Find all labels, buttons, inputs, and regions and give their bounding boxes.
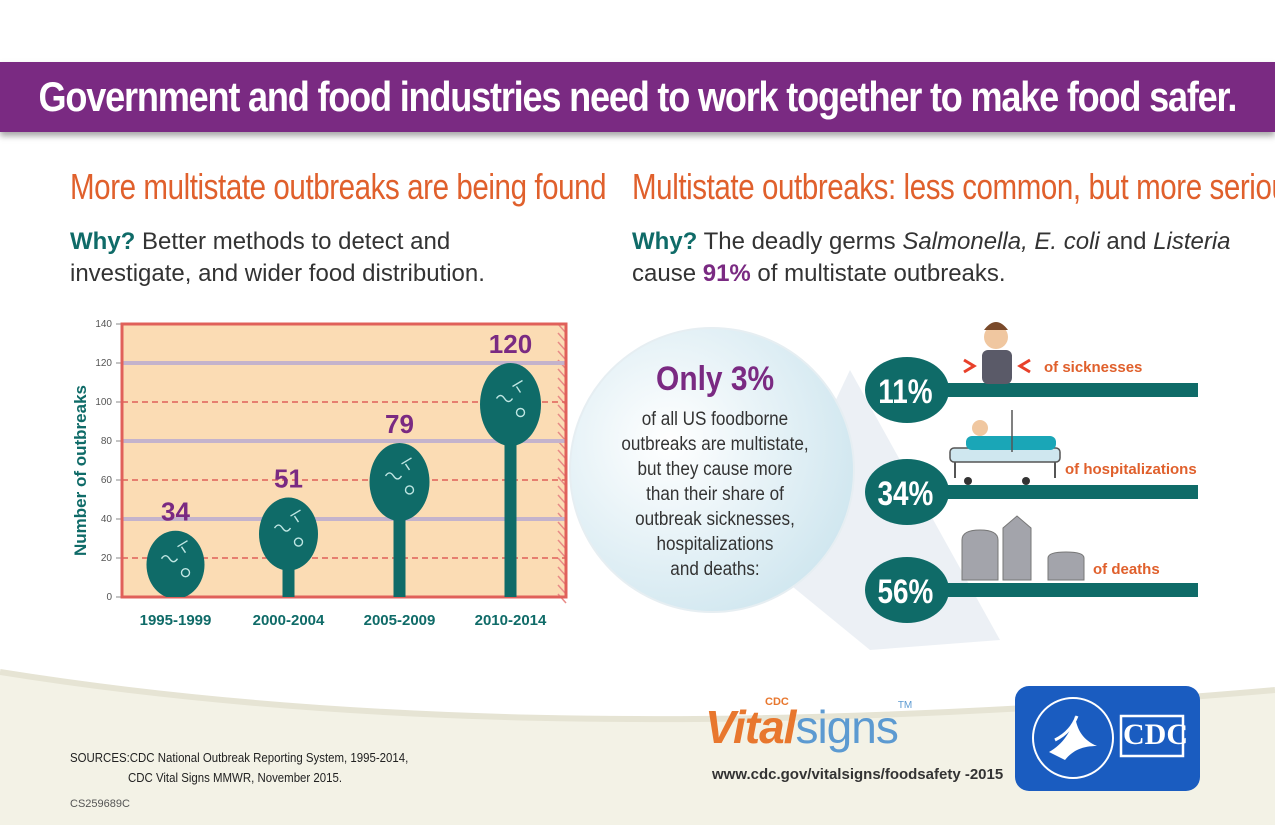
bar bbox=[369, 442, 430, 521]
left-heading: More multistate outbreaks are being foun… bbox=[70, 166, 607, 207]
callout-line: hospitalizations bbox=[656, 534, 774, 555]
vitalsigns-cdc: CDC bbox=[765, 696, 789, 708]
germ-icon bbox=[160, 540, 191, 578]
y-tick-label: 0 bbox=[106, 592, 112, 603]
callout-circle bbox=[569, 327, 855, 613]
x-tick-label: 2005-2009 bbox=[364, 612, 436, 629]
right-why-text-3: cause bbox=[632, 260, 703, 287]
severity-category-label: of sicknesses bbox=[1044, 359, 1142, 376]
bar-value-label: 34 bbox=[161, 497, 190, 527]
x-tick-label: 2000-2004 bbox=[253, 612, 325, 629]
severity-handle bbox=[927, 383, 1198, 397]
severity-value-label: 34% bbox=[877, 474, 933, 512]
bar-handle bbox=[504, 404, 517, 597]
callout-line: than their share of bbox=[646, 484, 784, 505]
bar bbox=[146, 530, 205, 597]
germs-italic-1: Salmonella, E. coli bbox=[902, 228, 1100, 255]
y-tick-label: 120 bbox=[95, 358, 112, 369]
severity-handle bbox=[927, 583, 1198, 597]
bar bbox=[480, 363, 541, 446]
severity-bar bbox=[865, 357, 949, 423]
callout-line: but they cause more bbox=[637, 459, 793, 480]
severity-bar bbox=[865, 459, 949, 525]
severity-handle bbox=[927, 485, 1198, 499]
callout-big: Only 3% bbox=[655, 360, 775, 398]
right-why-text-2: and bbox=[1099, 228, 1154, 255]
x-tick-label: 2010-2014 bbox=[475, 612, 547, 629]
left-why-text: Better methods to detect and investigate… bbox=[70, 228, 485, 287]
banner-title: Government and food industries need to w… bbox=[38, 73, 1238, 120]
callout-line: outbreak sicknesses, bbox=[635, 509, 795, 530]
y-axis-label: Number of outbreaks bbox=[71, 385, 90, 556]
y-tick-label: 60 bbox=[101, 475, 113, 486]
right-heading: Multistate outbreaks: less common, but m… bbox=[632, 166, 1275, 207]
callout-line: of all US foodborne bbox=[641, 409, 789, 430]
right-why-percent: 91% bbox=[702, 260, 751, 287]
vitalsigns-url[interactable]: www.cdc.gov/vitalsigns/foodsafety -2015 bbox=[712, 766, 1004, 783]
sources-line-1: SOURCES:CDC National Outbreak Reporting … bbox=[70, 748, 408, 768]
germs-italic-2: Listeria bbox=[1153, 228, 1231, 255]
banner: Government and food industries need to w… bbox=[0, 62, 1275, 132]
y-tick-label: 20 bbox=[101, 553, 113, 564]
germ-icon bbox=[495, 379, 526, 418]
callout-line: and deaths: bbox=[670, 559, 760, 580]
vitalsigns-logo: CDC VitalsignsTM bbox=[705, 696, 913, 754]
sources-label: SOURCES: bbox=[70, 750, 130, 765]
y-tick-label: 100 bbox=[95, 397, 112, 408]
callout-text: Only 3% of all US foodborne outbreaks ar… bbox=[590, 360, 840, 582]
sources-text-1: CDC National Outbreak Reporting System, … bbox=[129, 750, 409, 765]
plot-border bbox=[120, 322, 568, 599]
left-why: Why? Better methods to detect and invest… bbox=[70, 226, 530, 290]
bar-value-label: 120 bbox=[489, 329, 532, 359]
sources-line-2: CDC Vital Signs MMWR, November 2015. bbox=[128, 770, 343, 785]
right-why-text-4: of multistate outbreaks. bbox=[750, 260, 1006, 287]
right-why-label: Why? bbox=[632, 228, 698, 255]
document-code: CS259689C bbox=[70, 798, 130, 810]
tombstone-icon bbox=[961, 515, 1085, 581]
right-why: Why? The deadly germs Salmonella, E. col… bbox=[632, 226, 1232, 290]
callout-body: of all US foodborne outbreaks are multis… bbox=[603, 407, 828, 582]
severity-bar bbox=[865, 557, 949, 623]
severity-value-label: 11% bbox=[878, 372, 932, 410]
hospital-bed-icon bbox=[949, 410, 1061, 485]
y-tick-label: 40 bbox=[101, 514, 113, 525]
callout-line: outbreaks are multistate, bbox=[621, 434, 809, 455]
germ-icon bbox=[384, 457, 415, 495]
vitalsigns-signs: signs bbox=[795, 701, 898, 753]
y-tick-label: 140 bbox=[95, 319, 112, 330]
severity-category-label: of deaths bbox=[1093, 561, 1160, 578]
sick-person-icon bbox=[963, 322, 1031, 384]
y-tick-label: 80 bbox=[101, 436, 113, 447]
severity-value-label: 56% bbox=[877, 572, 933, 610]
severity-category-label: of hospitalizations bbox=[1065, 461, 1197, 478]
germ-icon bbox=[273, 509, 304, 547]
vitalsigns-tm: TM bbox=[897, 700, 913, 711]
vitalsigns-vital: Vital bbox=[705, 701, 796, 753]
cdc-logo: CDC bbox=[1015, 686, 1200, 791]
bar-value-label: 79 bbox=[385, 409, 414, 439]
bar bbox=[259, 497, 318, 571]
x-tick-label: 1995-1999 bbox=[140, 612, 212, 629]
hhs-eagle-icon bbox=[1032, 697, 1185, 779]
cdc-logo-text: CDC bbox=[1123, 718, 1188, 751]
left-why-label: Why? bbox=[70, 228, 136, 255]
bar-value-label: 51 bbox=[274, 464, 303, 494]
right-why-text-1: The deadly germs bbox=[697, 228, 903, 255]
